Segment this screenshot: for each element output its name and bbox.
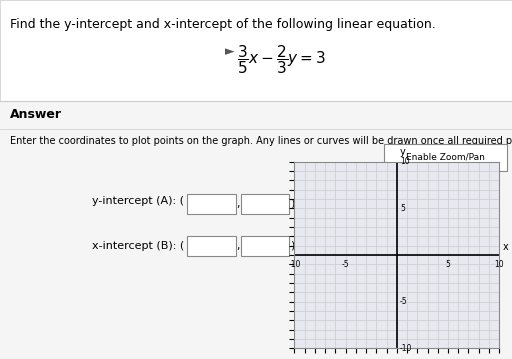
FancyBboxPatch shape xyxy=(384,144,507,171)
Text: Answer: Answer xyxy=(10,108,62,121)
Text: ,: , xyxy=(237,199,240,209)
Text: Enter the coordinates to plot points on the graph. Any lines or curves will be d: Enter the coordinates to plot points on … xyxy=(10,136,512,146)
Text: x-intercept (B): (: x-intercept (B): ( xyxy=(92,241,184,251)
Text: $\dfrac{3}{5}x - \dfrac{2}{3}y = 3$: $\dfrac{3}{5}x - \dfrac{2}{3}y = 3$ xyxy=(237,43,326,76)
Text: Find the y-intercept and x-intercept of the following linear equation.: Find the y-intercept and x-intercept of … xyxy=(10,18,436,31)
Text: ): ) xyxy=(290,199,294,209)
Text: y-intercept (A): (: y-intercept (A): ( xyxy=(92,196,184,206)
Text: ,: , xyxy=(237,241,240,251)
FancyBboxPatch shape xyxy=(187,236,236,256)
Text: 5: 5 xyxy=(400,204,405,213)
FancyBboxPatch shape xyxy=(0,101,512,359)
Text: 10: 10 xyxy=(495,260,504,269)
Text: -5: -5 xyxy=(342,260,349,269)
Text: 5: 5 xyxy=(445,260,451,269)
FancyBboxPatch shape xyxy=(187,194,236,214)
Text: -10: -10 xyxy=(288,260,301,269)
Text: 10: 10 xyxy=(400,157,410,166)
Text: Enable Zoom/Pan: Enable Zoom/Pan xyxy=(406,152,485,162)
Text: -5: -5 xyxy=(400,297,408,306)
FancyBboxPatch shape xyxy=(0,0,512,101)
FancyBboxPatch shape xyxy=(241,236,289,256)
Text: ►: ► xyxy=(225,45,235,58)
Text: ): ) xyxy=(290,241,294,251)
Text: y: y xyxy=(400,147,406,157)
Text: -10: -10 xyxy=(400,344,412,353)
Text: x: x xyxy=(502,242,508,252)
FancyBboxPatch shape xyxy=(241,194,289,214)
